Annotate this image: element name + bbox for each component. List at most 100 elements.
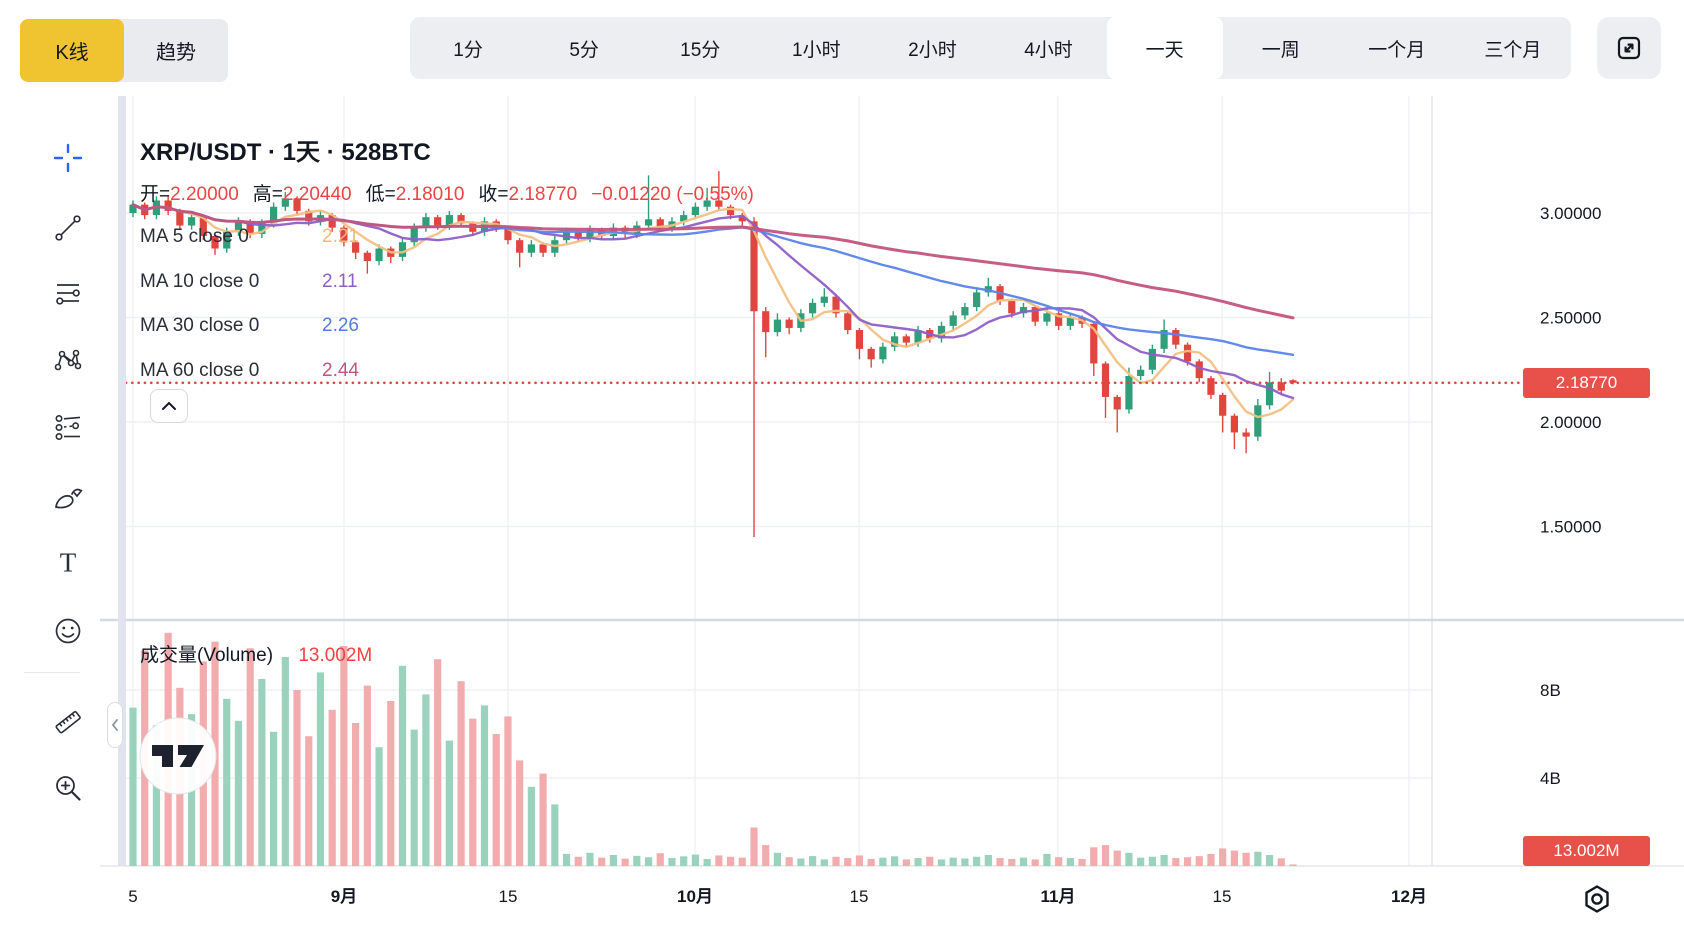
volume-bar bbox=[996, 858, 1004, 866]
volume-bar bbox=[984, 855, 992, 866]
timeframe-4小时[interactable]: 4小时 bbox=[990, 17, 1106, 79]
volume-bar bbox=[797, 858, 805, 866]
volume-bar bbox=[398, 665, 407, 866]
ruler-icon bbox=[55, 710, 81, 734]
volume-bar bbox=[598, 857, 606, 866]
crosshair-icon bbox=[53, 143, 83, 173]
volume-bar bbox=[820, 859, 828, 866]
candle bbox=[691, 206, 700, 216]
zoom-in-icon bbox=[56, 776, 81, 801]
tool-zoom-in[interactable] bbox=[46, 766, 90, 810]
timeframe-1分[interactable]: 1分 bbox=[410, 17, 526, 79]
drawing-toolbar: T bbox=[0, 96, 100, 950]
ma-value: 2.11 bbox=[322, 270, 358, 292]
candle bbox=[352, 242, 360, 253]
chart-area[interactable]: 3.00000 2.50000 2.00000 1.50000 8B 4B 5 9月 15 10月… bbox=[100, 96, 1684, 950]
candle bbox=[1137, 369, 1145, 377]
volume-label: 成交量(Volume) bbox=[140, 645, 274, 666]
tab-trend[interactable]: 趋势 bbox=[124, 19, 228, 82]
price-tick-label: 2.50000 bbox=[1540, 309, 1601, 328]
candle bbox=[656, 219, 664, 228]
candle bbox=[258, 223, 266, 234]
tab-kline[interactable]: K线 bbox=[20, 19, 124, 82]
timeframe-15分[interactable]: 15分 bbox=[642, 17, 758, 79]
volume-bar bbox=[1265, 855, 1274, 866]
fullscreen-button[interactable] bbox=[1597, 17, 1661, 79]
ma-label: MA 5 close 0 bbox=[140, 226, 249, 248]
timeframe-2小时[interactable]: 2小时 bbox=[874, 17, 990, 79]
tool-text[interactable]: T bbox=[46, 540, 90, 584]
volume-bar bbox=[644, 857, 653, 866]
candle bbox=[1195, 361, 1203, 379]
volume-bar bbox=[1219, 848, 1227, 866]
toolbar-divider bbox=[24, 672, 80, 673]
current-volume-badge: 13.002M bbox=[1523, 836, 1650, 866]
volume-bar bbox=[305, 736, 313, 866]
axis-labels: 3.00000 2.50000 2.00000 1.50000 8B 4B 5 9月 15 10月… bbox=[128, 204, 1601, 906]
tool-fib-retracement[interactable] bbox=[46, 271, 90, 315]
timeframe-一周[interactable]: 一周 bbox=[1223, 17, 1339, 79]
tool-ruler[interactable] bbox=[46, 700, 90, 744]
candle bbox=[574, 231, 582, 239]
volume-bar bbox=[574, 856, 582, 866]
volume-bar bbox=[808, 856, 817, 866]
close-label: 收= bbox=[478, 184, 509, 205]
volume-bar bbox=[961, 858, 969, 866]
candle bbox=[773, 319, 782, 333]
candle bbox=[211, 235, 219, 249]
timeframe-1小时[interactable]: 1小时 bbox=[758, 17, 874, 79]
candle bbox=[375, 248, 383, 262]
candle bbox=[398, 242, 407, 257]
high-value: 2.20440 bbox=[282, 184, 352, 205]
volume-bar bbox=[246, 648, 254, 866]
tool-xabcd-pattern[interactable] bbox=[46, 339, 90, 383]
timeframe-5分[interactable]: 5分 bbox=[526, 17, 642, 79]
candle bbox=[234, 221, 243, 232]
candle bbox=[1277, 382, 1285, 391]
candle bbox=[1101, 363, 1110, 397]
legend-collapse-button[interactable] bbox=[150, 389, 188, 423]
axis-settings-button[interactable] bbox=[1577, 880, 1617, 918]
tool-trend-line[interactable] bbox=[46, 206, 90, 250]
volume-bar bbox=[504, 716, 512, 866]
volume-bar bbox=[1230, 850, 1238, 866]
volume-bar bbox=[586, 852, 594, 866]
sidebar-collapse-handle[interactable] bbox=[107, 702, 123, 748]
candle bbox=[879, 346, 887, 360]
volume-bar bbox=[480, 705, 489, 866]
tool-brush[interactable] bbox=[46, 475, 90, 519]
time-tick-label: 5 bbox=[128, 887, 137, 906]
candle bbox=[434, 217, 442, 226]
timeframe-三个月[interactable]: 三个月 bbox=[1455, 17, 1571, 79]
timeframe-一个月[interactable]: 一个月 bbox=[1339, 17, 1455, 79]
current-price-badge: 2.18770 bbox=[1523, 367, 1650, 398]
volume-bar bbox=[258, 679, 266, 866]
candle bbox=[504, 227, 512, 241]
tool-emoji[interactable] bbox=[46, 608, 90, 652]
tool-crosshair[interactable] bbox=[46, 136, 90, 180]
candle bbox=[867, 348, 875, 360]
tool-forecast[interactable] bbox=[46, 406, 90, 450]
volume-bar bbox=[609, 855, 617, 866]
candle bbox=[527, 244, 535, 253]
candle bbox=[750, 221, 758, 312]
pane-left-strip bbox=[118, 96, 126, 866]
volume-bar bbox=[539, 773, 547, 866]
high-label: 高= bbox=[252, 184, 283, 205]
volume-bar bbox=[1172, 858, 1180, 866]
candle bbox=[305, 210, 313, 222]
volume-bar bbox=[410, 729, 418, 866]
volume-bar bbox=[914, 858, 922, 866]
ma-legend-row: MA 60 close 0 2.44 bbox=[140, 349, 754, 394]
candle bbox=[293, 198, 301, 211]
ma-value: 2.26 bbox=[322, 315, 359, 337]
price-chart-svg[interactable]: 3.00000 2.50000 2.00000 1.50000 8B 4B 5 9月 15 10月… bbox=[100, 96, 1684, 950]
price-tick-label: 2.00000 bbox=[1540, 413, 1601, 432]
candle bbox=[539, 244, 547, 253]
volume-bar bbox=[375, 747, 383, 866]
low-label: 低= bbox=[365, 184, 396, 205]
candle bbox=[703, 200, 711, 207]
ohlc-row: 开= 2.20000 高= 2.20440 低= 2.18010 收= 2.18… bbox=[140, 179, 754, 206]
volume-bar bbox=[234, 720, 243, 866]
timeframe-一天[interactable]: 一天 bbox=[1106, 17, 1223, 79]
